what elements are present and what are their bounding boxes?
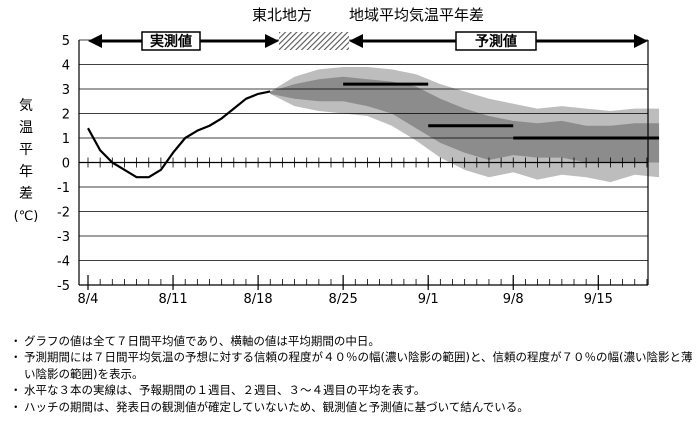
- y-axis-label: 気 温 平 年 差 (℃): [14, 98, 39, 224]
- note-item: ・予測期間には７日間平均気温の予想に対する信頼の程度が４０％の幅(濃い陰影の範囲…: [10, 350, 693, 381]
- chart-region: 東北地方: [252, 6, 312, 24]
- y-tick-label: 0: [62, 157, 70, 172]
- confidence-band-40: [270, 76, 660, 163]
- x-tick-label: 9/8: [503, 292, 524, 305]
- y-tick-label: 2: [62, 108, 70, 123]
- note-item: ・グラフの値は全て７日間平均値であり、横軸の値は平均期間の中日。: [10, 334, 380, 348]
- x-tick-label: 8/18: [243, 292, 272, 305]
- y-tick-label: -4: [57, 255, 70, 270]
- forecast-label: 予測値: [475, 33, 517, 50]
- tick-labels: 5 4 3 2 1 0 -1 -2 -3 -4 -5 8/4 8/11 8/18 8/25 9/1 9/8 9/1…: [57, 34, 613, 305]
- x-tick-label: 8/25: [329, 292, 358, 305]
- observed-period-arrow: 実測値: [88, 31, 279, 51]
- y-tick-label: 5: [62, 34, 70, 49]
- y-tick-label: -2: [57, 206, 70, 221]
- y-tick-label: -3: [57, 230, 70, 245]
- ylabel-unit: (℃): [14, 209, 39, 224]
- y-tick-label: 1: [62, 132, 70, 147]
- observed-line: [87, 90, 271, 179]
- x-tick-label: 9/1: [418, 292, 439, 305]
- x-tick-label: 8/4: [78, 292, 99, 305]
- observed-label: 実測値: [150, 33, 192, 50]
- note-item: ・水平な３本の実線は、予報期間の１週目、２週目、３～４週目の平均を表す。: [10, 383, 426, 398]
- plot-frame: [78, 40, 649, 286]
- y-tick-label: 4: [62, 59, 70, 74]
- y-tick-label: -1: [57, 181, 70, 196]
- y-tick-label: 3: [62, 83, 70, 98]
- ylabel-char-3: 平: [19, 142, 33, 158]
- hatch-period-box: [279, 32, 349, 50]
- temperature-anomaly-chart: 東北地方 地域平均気温平年差 5 4 3 2 1 0 -1 -2 -3 -4 -5 8/4 8/11 8/…: [14, 6, 660, 305]
- ylabel-char-5: 差: [19, 186, 33, 202]
- x-tick-label: 8/11: [158, 292, 187, 305]
- y-tick-label: -5: [57, 279, 70, 294]
- data-lines: [87, 82, 660, 179]
- forecast-period-arrow: 予測値: [349, 31, 648, 51]
- ylabel-char-1: 気: [19, 98, 33, 114]
- notes-list: ・グラフの値は全て７日間平均値であり、横軸の値は平均期間の中日。 ・予測期間には…: [10, 333, 695, 415]
- x-tick-label: 9/15: [584, 292, 613, 305]
- ylabel-char-4: 年: [19, 164, 33, 180]
- note-item: ・ハッチの期間は、発表日の観測値が確定していないため、観測値と予測値に基づいて結…: [10, 399, 529, 414]
- chart-title: 地域平均気温平年差: [349, 6, 484, 24]
- ylabel-char-2: 温: [19, 120, 33, 136]
